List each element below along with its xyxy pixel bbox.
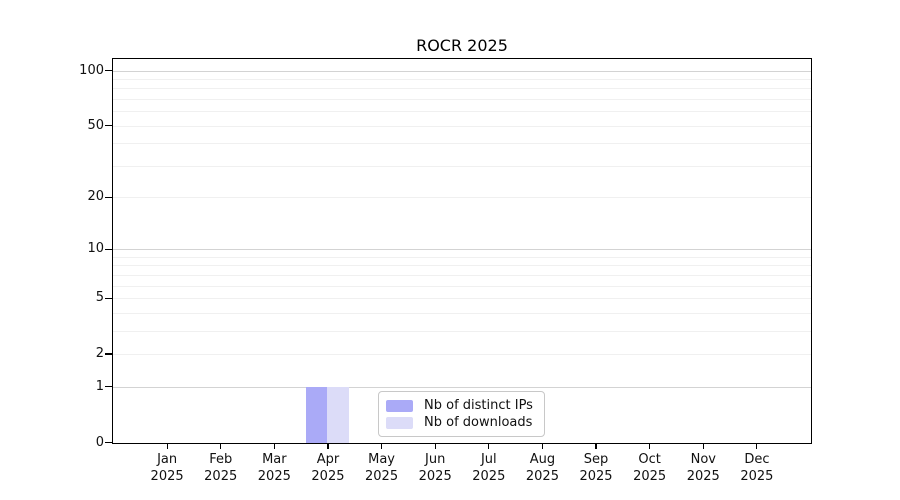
x-tick-label: Aug 2025: [525, 452, 559, 484]
y-gridline-minor: [113, 285, 811, 287]
x-tick-mark: [595, 444, 597, 449]
y-tick-label: 1: [95, 378, 104, 394]
x-tick-mark: [327, 444, 329, 449]
y-gridline-minor: [113, 298, 811, 300]
x-tick-label: Dec 2025: [740, 452, 774, 484]
x-tick-label: Feb 2025: [204, 452, 238, 484]
y-gridline-minor: [113, 165, 811, 167]
y-gridline-minor: [113, 256, 811, 258]
x-tick-label: Jun 2025: [418, 452, 452, 484]
x-tick-mark: [166, 444, 168, 449]
bar-nb-of-downloads: [327, 387, 349, 443]
x-tick-label: May 2025: [365, 452, 399, 484]
y-gridline-minor: [113, 197, 811, 199]
y-tick-label: 100: [79, 62, 104, 78]
x-tick-label: Jul 2025: [472, 452, 506, 484]
y-tick-mark: [105, 125, 112, 127]
y-tick-label: 0: [95, 434, 104, 450]
x-tick-label: Oct 2025: [633, 452, 667, 484]
legend-label-distinct-ips: Nb of distinct IPs: [424, 398, 533, 413]
y-tick-mark: [105, 70, 112, 72]
y-tick-mark: [105, 386, 112, 388]
distinct-ips-swatch-icon: [386, 399, 413, 412]
y-gridline-minor: [113, 143, 811, 145]
legend: Nb of distinct IPs Nb of downloads: [378, 391, 545, 437]
y-gridline-minor: [113, 88, 811, 90]
y-gridline-minor: [113, 99, 811, 101]
x-tick-mark: [649, 444, 651, 449]
bar-nb-of-distinct-ips: [306, 387, 328, 443]
chart-title: ROCR 2025: [416, 36, 508, 55]
y-gridline-minor: [113, 312, 811, 314]
x-tick-mark: [488, 444, 490, 449]
y-gridline-minor: [113, 111, 811, 113]
y-tick-mark: [105, 297, 112, 299]
plot-area: [112, 58, 812, 444]
y-tick-label: 10: [87, 241, 104, 257]
y-gridline-minor: [113, 330, 811, 332]
y-gridline-minor: [113, 79, 811, 81]
y-gridline-major: [113, 386, 811, 388]
y-tick-label: 50: [87, 117, 104, 133]
y-gridline-major: [113, 249, 811, 251]
y-tick-mark: [105, 196, 112, 198]
x-tick-label: Sep 2025: [579, 452, 613, 484]
x-tick-label: Jan 2025: [150, 452, 184, 484]
x-tick-mark: [220, 444, 222, 449]
y-gridline-minor: [113, 125, 811, 127]
y-gridline-minor: [113, 353, 811, 355]
x-tick-mark: [541, 444, 543, 449]
legend-row: Nb of distinct IPs: [386, 397, 537, 414]
y-gridline-minor: [113, 274, 811, 276]
y-tick-mark: [105, 441, 112, 444]
y-tick-label: 5: [95, 290, 104, 306]
x-tick-label: Mar 2025: [257, 452, 291, 484]
x-tick-mark: [756, 444, 758, 449]
x-tick-label: Nov 2025: [686, 452, 720, 484]
x-tick-mark: [273, 444, 275, 449]
x-tick-mark: [380, 444, 383, 449]
downloads-swatch-icon: [386, 416, 413, 429]
y-tick-mark: [105, 353, 112, 355]
x-tick-mark: [702, 444, 704, 449]
legend-label-downloads: Nb of downloads: [424, 415, 533, 430]
x-tick-mark: [434, 444, 436, 449]
y-tick-mark: [105, 248, 112, 250]
y-tick-label: 20: [87, 189, 104, 205]
y-gridline-minor: [113, 265, 811, 267]
legend-row: Nb of downloads: [386, 414, 537, 431]
y-tick-label: 2: [95, 345, 104, 361]
y-gridline-major: [113, 70, 811, 72]
x-tick-label: Apr 2025: [311, 452, 345, 484]
